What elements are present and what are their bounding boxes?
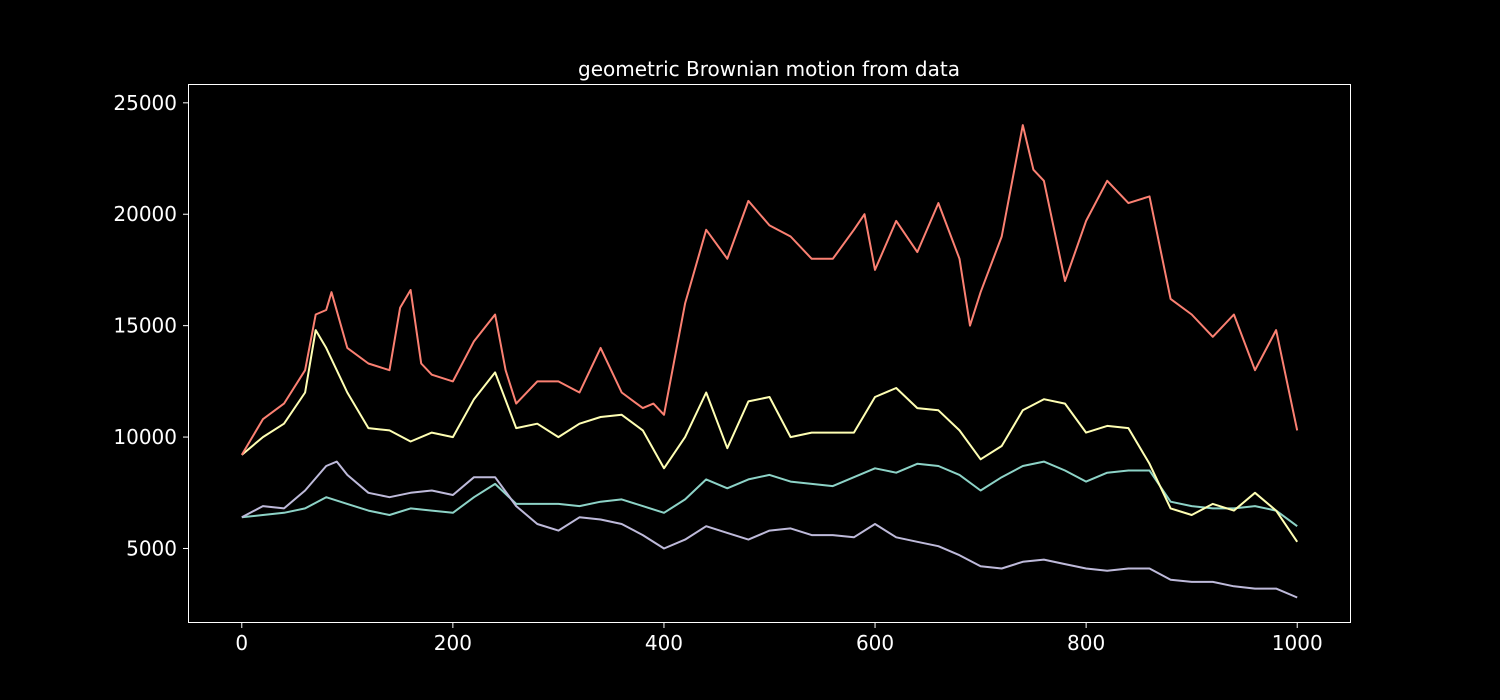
x-tick-label: 200 xyxy=(434,631,472,655)
series-line-2 xyxy=(241,460,1298,599)
y-tick-label: 15000 xyxy=(113,314,177,338)
x-tick-label: 1000 xyxy=(1272,631,1323,655)
y-tick-label: 25000 xyxy=(113,91,177,115)
x-tick-label: 800 xyxy=(1067,631,1105,655)
y-tick-label: 5000 xyxy=(126,536,177,560)
chart-title: geometric Brownian motion from data xyxy=(578,57,960,81)
series-line-1 xyxy=(241,329,1299,543)
y-tick-label: 20000 xyxy=(113,202,177,226)
axes-layer: 0 200 400 600 800 1000 5000 10000 15000 20000 2500… xyxy=(113,91,1322,655)
x-tick-label: 400 xyxy=(645,631,683,655)
series-layer xyxy=(240,124,1299,599)
series-line-0 xyxy=(241,460,1298,528)
series-line-3 xyxy=(240,124,1299,456)
plot-frame xyxy=(188,84,1351,623)
x-tick-label: 0 xyxy=(235,631,248,655)
x-tick-label: 600 xyxy=(856,631,894,655)
y-tick-label: 10000 xyxy=(113,425,177,449)
